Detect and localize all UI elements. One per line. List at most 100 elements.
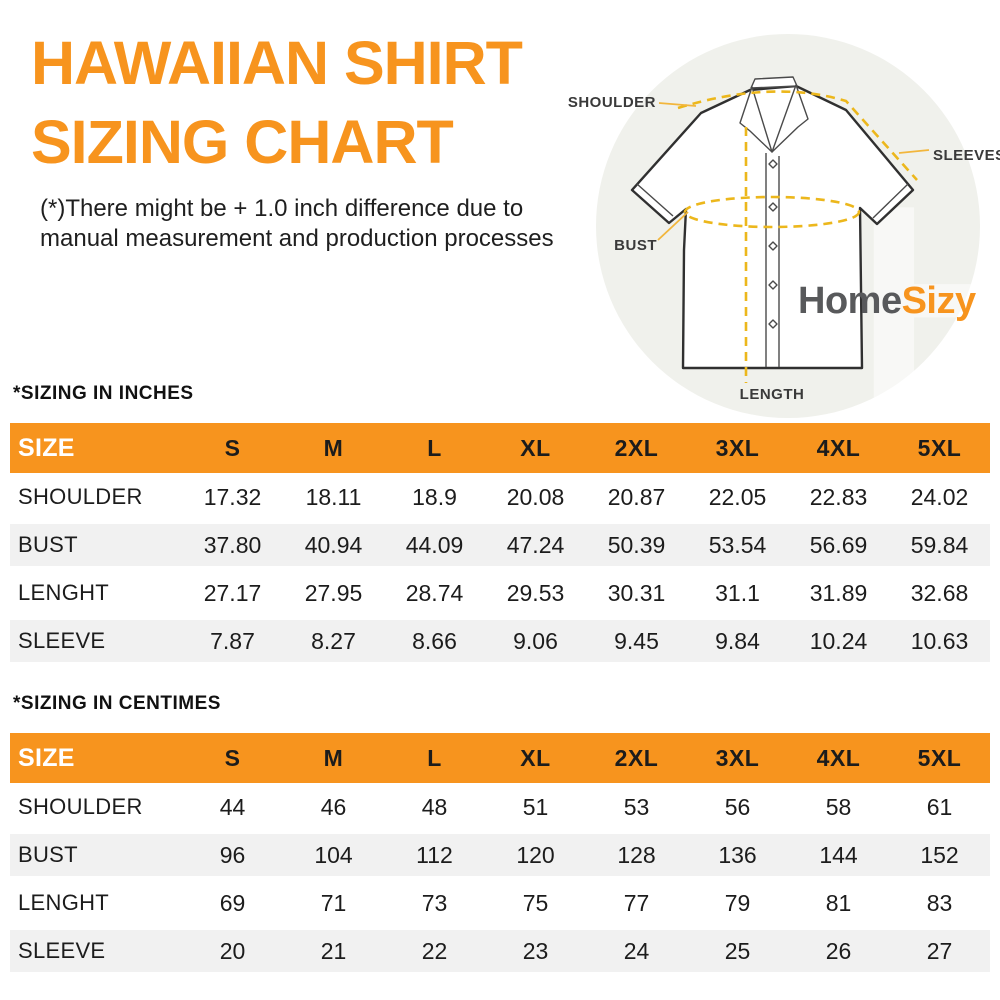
table-cell: 48 <box>421 793 448 820</box>
table-cell: 22.05 <box>708 483 767 510</box>
table-cell: 25 <box>724 937 751 964</box>
column-header: 2XL <box>614 744 659 771</box>
sleeves-label: SLEEVES <box>933 147 1000 164</box>
length-label: LENGTH <box>740 386 805 403</box>
table-row: BUST 37.80 40.94 44.09 47.24 50.39 53.54… <box>10 521 990 569</box>
page-title-line2: SIZING CHART <box>31 108 454 176</box>
table-cell: 8.66 <box>412 627 457 654</box>
table-cell: 56.69 <box>809 531 868 558</box>
table-cell: 73 <box>421 889 448 916</box>
table-cell: 53.54 <box>708 531 767 558</box>
bust-label: BUST <box>614 237 657 254</box>
table-cell: 61 <box>926 793 953 820</box>
table-cell: 56 <box>724 793 751 820</box>
table-cell: 136 <box>718 841 757 868</box>
table-cell: 75 <box>522 889 549 916</box>
table-cell: 27 <box>926 937 953 964</box>
column-header: 5XL <box>917 434 962 461</box>
table-cell: 112 <box>416 841 453 868</box>
table-cell: 27.95 <box>304 579 363 606</box>
table-cell: 8.27 <box>311 627 356 654</box>
column-header: XL <box>520 744 551 771</box>
sizing-table-centimes: SIZE S M L XL 2XL 3XL 4XL 5XL SHOULDER 4… <box>10 733 990 975</box>
homesizy-logo: HomeSizy <box>798 280 976 322</box>
table-cell: 26 <box>825 937 852 964</box>
table-cell: 37.80 <box>203 531 262 558</box>
table-cell: 31.1 <box>715 579 760 606</box>
table-row: SLEEVE 7.87 8.27 8.66 9.06 9.45 9.84 10.… <box>10 617 990 665</box>
section-title-centimes: *SIZING IN CENTIMES <box>13 693 221 714</box>
table-row: LENGHT 69 71 73 75 77 79 81 83 <box>10 879 990 927</box>
table-cell: 10.24 <box>809 627 868 654</box>
table-cell: 9.45 <box>614 627 659 654</box>
column-header: 5XL <box>917 744 962 771</box>
table-cell: 31.89 <box>809 579 868 606</box>
row-label: SLEEVE <box>18 938 106 963</box>
row-label: BUST <box>18 842 78 867</box>
column-header: L <box>427 434 442 461</box>
table-cell: 23 <box>522 937 549 964</box>
table-cell: 44.09 <box>405 531 464 558</box>
column-header: 2XL <box>614 434 659 461</box>
table-cell: 79 <box>724 889 751 916</box>
page-title-line1: HAWAIIAN SHIRT <box>31 29 523 97</box>
table-cell: 51 <box>522 793 549 820</box>
table-cell: 44 <box>219 793 246 820</box>
table-cell: 83 <box>926 889 953 916</box>
table-cell: 46 <box>320 793 347 820</box>
table-cell: 20 <box>219 937 246 964</box>
table-cell: 28.74 <box>405 579 464 606</box>
row-label: SHOULDER <box>18 484 143 509</box>
page-title: HAWAIIAN SHIRT SIZING CHART <box>31 24 523 182</box>
table-header-row: SIZE S M L XL 2XL 3XL 4XL 5XL <box>10 423 990 473</box>
table-cell: 20.87 <box>607 483 666 510</box>
table-cell: 10.63 <box>910 627 969 654</box>
column-header: SIZE <box>18 743 75 772</box>
table-cell: 32.68 <box>910 579 969 606</box>
table-header-row: SIZE S M L XL 2XL 3XL 4XL 5XL <box>10 733 990 783</box>
logo-home: Home <box>798 280 902 322</box>
table-cell: 104 <box>314 841 353 868</box>
table-cell: 7.87 <box>210 627 255 654</box>
table-row: BUST 96 104 112 120 128 136 144 152 <box>10 831 990 879</box>
column-header: S <box>224 434 241 461</box>
column-header: XL <box>520 434 551 461</box>
row-label: LENGHT <box>18 890 110 915</box>
column-header: M <box>323 434 344 461</box>
table-cell: 152 <box>920 841 959 868</box>
table-cell: 58 <box>825 793 852 820</box>
column-header: S <box>224 744 241 771</box>
table-cell: 9.06 <box>513 627 558 654</box>
column-header: M <box>323 744 344 771</box>
table-row: SHOULDER 44 46 48 51 53 56 58 61 <box>10 783 990 831</box>
table-cell: 71 <box>320 889 347 916</box>
shirt-diagram: H <box>568 34 1000 420</box>
column-header: 3XL <box>715 744 760 771</box>
measurement-dashes <box>677 90 918 383</box>
table-cell: 18.11 <box>305 483 362 510</box>
table-cell: 27.17 <box>203 579 262 606</box>
pointer-lines <box>657 102 930 241</box>
table-cell: 81 <box>825 889 852 916</box>
table-cell: 22 <box>421 937 448 964</box>
table-cell: 128 <box>617 841 656 868</box>
table-cell: 120 <box>516 841 555 868</box>
table-cell: 22.83 <box>809 483 868 510</box>
section-title-inches: *SIZING IN INCHES <box>13 383 194 404</box>
table-cell: 30.31 <box>607 579 666 606</box>
table-row: LENGHT 27.17 27.95 28.74 29.53 30.31 31.… <box>10 569 990 617</box>
shirt-icon <box>630 84 915 370</box>
table-cell: 29.53 <box>506 579 565 606</box>
table-cell: 9.84 <box>715 627 760 654</box>
table-row: SHOULDER 17.32 18.11 18.9 20.08 20.87 22… <box>10 473 990 521</box>
table-cell: 21 <box>320 937 347 964</box>
logo-sizy: Sizy <box>902 280 976 322</box>
row-label: BUST <box>18 532 78 557</box>
disclaimer-line2: manual measurement and production proces… <box>40 225 554 252</box>
table-cell: 144 <box>819 841 858 868</box>
table-cell: 77 <box>623 889 650 916</box>
table-cell: 24.02 <box>910 483 969 510</box>
column-header: 3XL <box>715 434 760 461</box>
shirt-details <box>636 76 909 367</box>
